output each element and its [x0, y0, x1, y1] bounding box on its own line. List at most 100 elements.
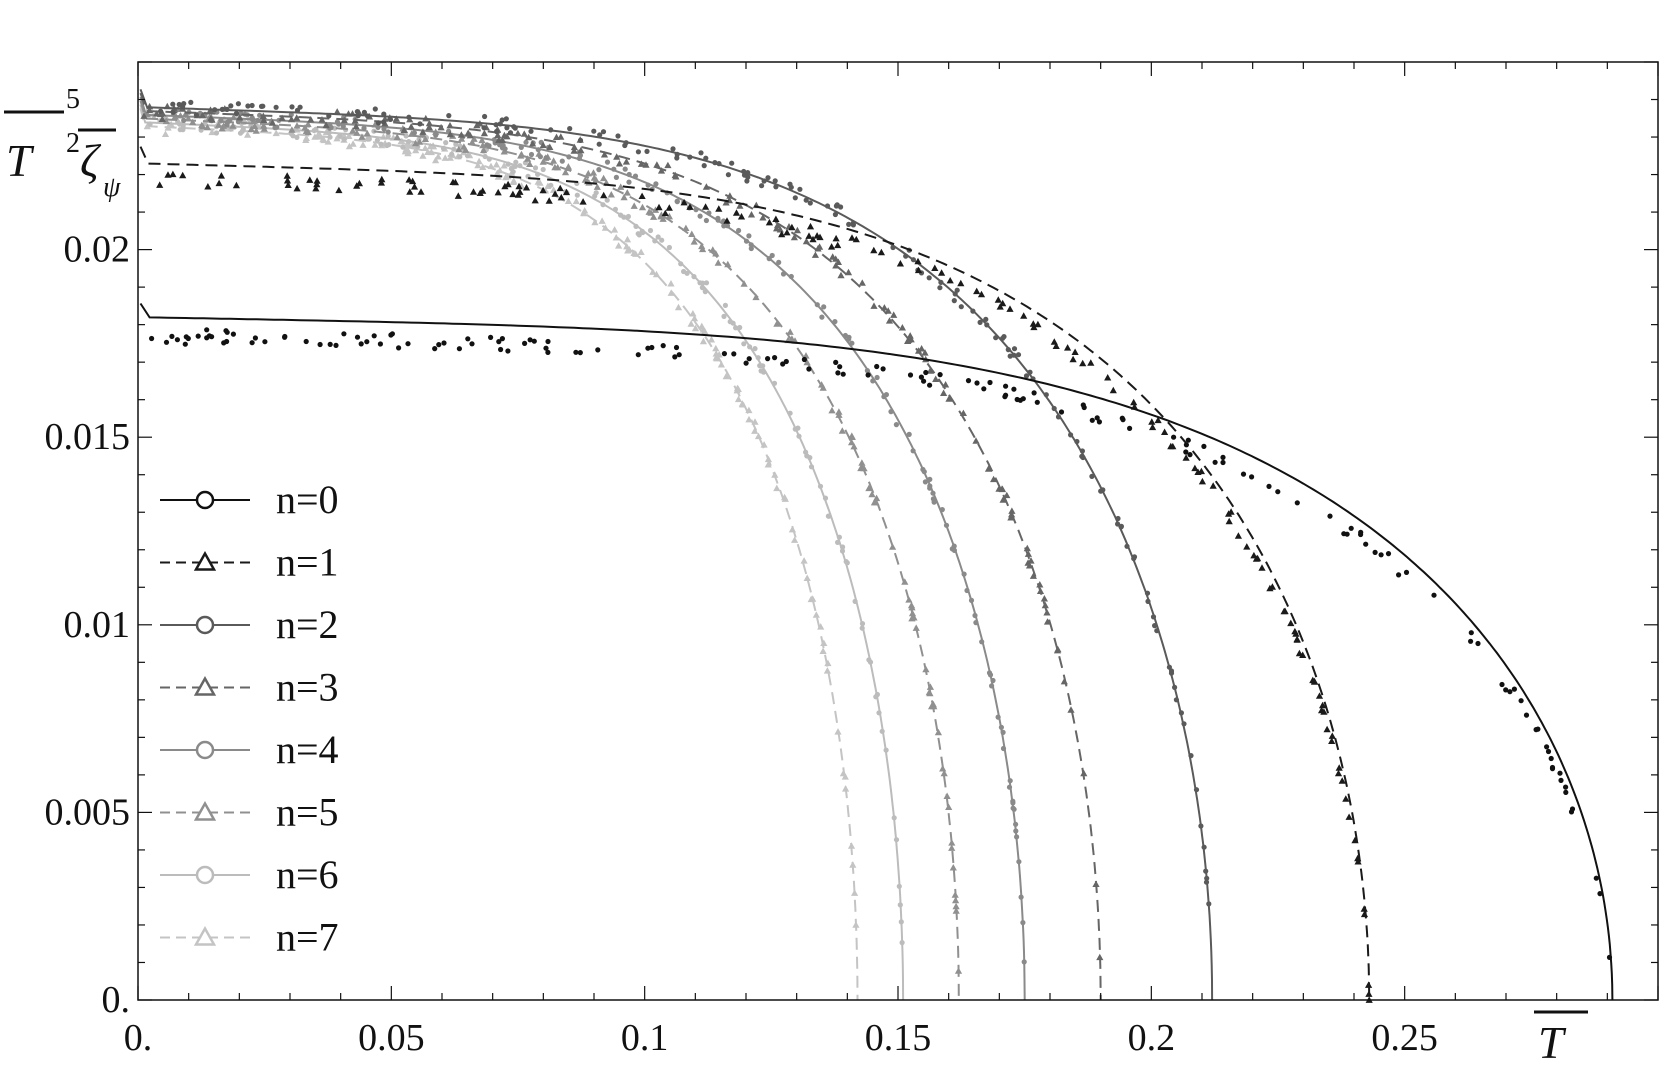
data-point [932, 375, 940, 382]
data-point [848, 432, 856, 439]
data-point [1320, 708, 1328, 715]
data-point [690, 314, 699, 322]
data-point [623, 189, 631, 196]
data-point [1002, 394, 1008, 400]
data-point [741, 341, 747, 347]
data-point [235, 101, 241, 107]
data-point [1183, 442, 1189, 448]
data-point [722, 199, 730, 206]
data-point [604, 197, 610, 203]
data-point [545, 197, 553, 204]
data-point [469, 188, 478, 195]
data-point [645, 208, 653, 215]
data-point [672, 173, 680, 180]
data-point [1154, 628, 1160, 634]
data-point [773, 184, 779, 190]
data-point [204, 327, 210, 333]
data-point [361, 109, 367, 115]
data-point [573, 349, 579, 355]
data-point [873, 494, 881, 502]
data-point [765, 218, 773, 226]
x-tick-label: 0.15 [865, 1017, 932, 1059]
data-point [539, 158, 547, 165]
data-point [1365, 990, 1373, 997]
data-point [551, 163, 559, 171]
data-point [528, 128, 534, 134]
data-point [868, 490, 876, 498]
data-point [859, 625, 865, 631]
data-point [754, 432, 763, 440]
data-point [778, 230, 786, 238]
data-point [741, 168, 747, 175]
data-point [301, 124, 309, 131]
data-point [1150, 614, 1157, 620]
data-point [691, 324, 700, 332]
data-point [188, 99, 194, 105]
data-point [791, 536, 799, 543]
data-point [952, 291, 958, 297]
data-point [1003, 383, 1009, 389]
data-point [340, 132, 348, 139]
data-point [787, 181, 793, 187]
data-point [1227, 508, 1235, 515]
data-point [746, 233, 752, 239]
data-point [283, 177, 292, 184]
data-point [385, 129, 391, 135]
data-point [1203, 868, 1209, 874]
data-point [715, 215, 721, 221]
data-point [529, 140, 537, 147]
data-point [289, 104, 295, 110]
data-point [737, 213, 746, 220]
data-point [994, 296, 1002, 303]
data-point [859, 621, 866, 627]
data-point [1130, 398, 1138, 406]
data-point [748, 245, 754, 252]
data-point [761, 178, 767, 184]
data-point [1015, 352, 1022, 358]
data-point [557, 133, 565, 140]
data-point [1089, 417, 1095, 423]
legend-item-n-5: n=5 [160, 790, 339, 835]
data-point [508, 166, 514, 172]
data-point [649, 268, 657, 275]
data-point [613, 174, 620, 180]
data-point [1029, 572, 1037, 579]
data-point [313, 180, 321, 188]
data-point [499, 117, 505, 123]
data-point [622, 142, 628, 149]
data-point [840, 371, 846, 377]
data-point [494, 188, 502, 196]
data-point [1206, 901, 1212, 907]
data-point [1013, 821, 1019, 827]
data-point [672, 354, 678, 360]
data-point [803, 197, 809, 203]
data-point [1000, 729, 1006, 736]
data-point [1145, 598, 1151, 605]
data-point [836, 534, 843, 540]
data-point [745, 170, 751, 176]
data-point [807, 595, 815, 603]
data-point [702, 203, 710, 210]
data-point [514, 129, 522, 137]
data-point [843, 559, 849, 565]
data-point [326, 113, 332, 119]
data-point [1161, 428, 1169, 435]
data-point [787, 410, 793, 416]
data-point [638, 203, 647, 211]
data-point [562, 188, 571, 196]
legend-marker [195, 865, 215, 885]
data-point [1043, 392, 1049, 398]
data-point [635, 352, 641, 358]
data-point [657, 167, 666, 174]
data-point [224, 106, 230, 112]
data-point [906, 431, 912, 437]
data-point [1014, 834, 1020, 840]
data-point [388, 332, 394, 338]
data-point [832, 255, 840, 262]
data-point [622, 166, 628, 172]
data-point [849, 340, 855, 346]
data-point [163, 339, 170, 345]
data-point [760, 441, 768, 448]
data-point [881, 394, 887, 400]
data-point [832, 319, 838, 325]
